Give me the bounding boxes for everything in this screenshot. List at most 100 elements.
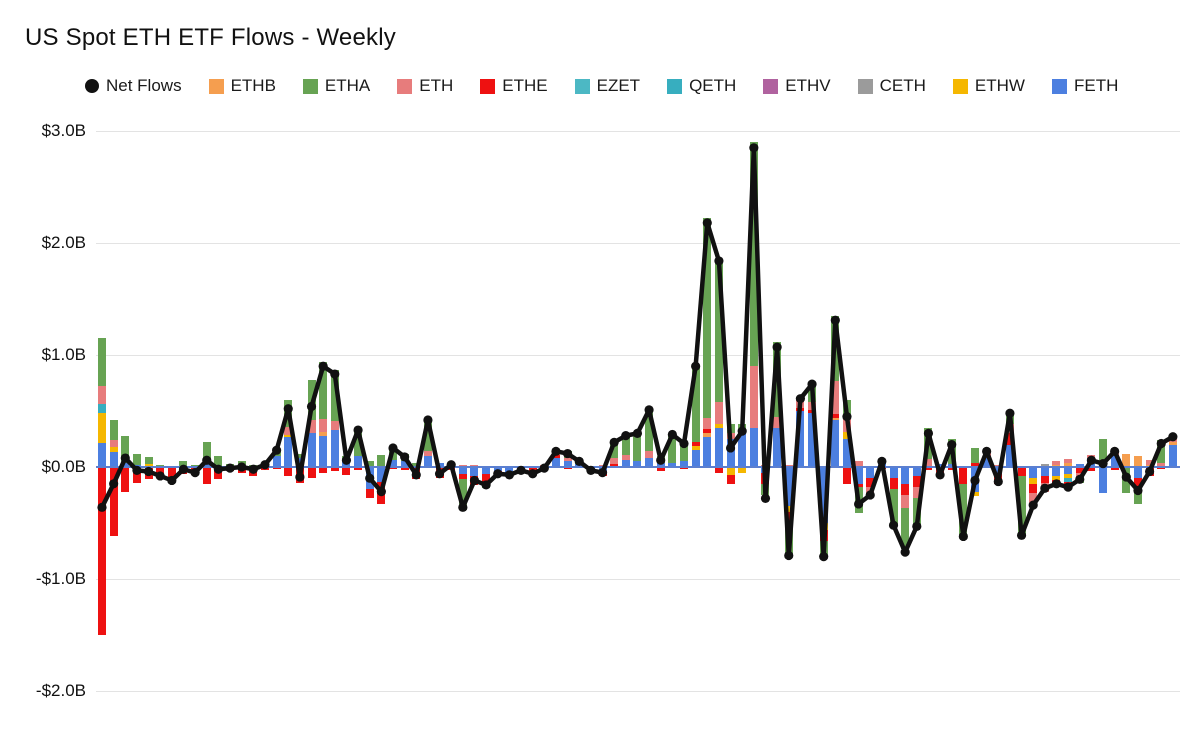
bar-segment-feth: [505, 467, 514, 476]
bar-segment-feth: [1133, 467, 1142, 479]
series-swatch-icon: [302, 78, 318, 94]
bar-segment-etha: [121, 435, 130, 463]
bar-segment-ethe: [365, 489, 374, 499]
bar-segment-ethb: [1122, 453, 1131, 467]
bar-segment-ethe: [109, 467, 118, 537]
bar-segment-eth: [551, 451, 560, 455]
bar-segment-feth: [866, 467, 875, 479]
bar-segment-ethe: [121, 467, 130, 492]
bar-segment-feth: [307, 433, 316, 467]
bar-segment-feth: [1168, 444, 1177, 467]
bar-segment-eth: [1064, 459, 1073, 463]
bar-segment-eth: [1052, 461, 1061, 465]
bar-segment-ethe: [842, 467, 851, 484]
bar-segment-eth: [714, 402, 723, 425]
net-flows-point: [760, 493, 771, 503]
bar-segment-feth: [1040, 467, 1049, 476]
bar-segment-ethe: [98, 467, 106, 635]
bar-segment-etha: [423, 419, 432, 452]
bar-segment-feth: [377, 467, 386, 482]
legend-label: ETHE: [502, 76, 548, 95]
bar-segment-etha: [703, 218, 712, 418]
bar-segment-ethw: [98, 413, 106, 444]
gridline: [96, 130, 1180, 132]
bar-segment-ethe: [284, 467, 293, 476]
bar-segment-etha: [1099, 439, 1108, 467]
y-axis-tick-label: -$2.0B: [35, 681, 86, 700]
bar-segment-feth: [319, 435, 328, 467]
bar-segment-etha: [98, 338, 106, 387]
legend-item-net-flows: Net Flows: [85, 76, 182, 96]
bar-segment-etha: [272, 449, 281, 456]
legend-label: EZET: [596, 76, 641, 95]
series-swatch-icon: [763, 78, 779, 94]
bar-segment-ethe: [1052, 480, 1061, 488]
bar-segment-etha: [819, 540, 828, 558]
bar-segment-ethb: [319, 432, 328, 436]
bar-segment-etha: [842, 399, 851, 417]
bar-segment-ethe: [307, 467, 316, 479]
bar-segment-etha: [901, 508, 910, 549]
bar-segment-etha: [761, 483, 770, 495]
bar-segment-eth: [563, 458, 572, 462]
bar-segment-ethe: [889, 478, 898, 490]
bar-segment-ethe: [167, 467, 176, 481]
bar-segment-ethe: [551, 454, 560, 459]
bar-segment-eth: [1029, 492, 1038, 507]
bar-segment-ethe: [191, 467, 200, 475]
bar-segment-ethe: [249, 467, 258, 476]
bar-segment-eth: [842, 416, 851, 433]
bar-segment-ethe: [726, 474, 735, 484]
gridline: [96, 242, 1180, 244]
bar-segment-eth: [645, 451, 654, 459]
bar-segment-ethe: [214, 467, 223, 480]
bar-segment-feth: [365, 467, 374, 490]
bar-segment-etha: [726, 424, 735, 434]
bar-segment-feth: [458, 467, 467, 474]
series-swatch-icon: [208, 78, 224, 94]
bar-segment-etha: [400, 453, 409, 462]
bar-segment-etha: [854, 487, 863, 513]
bar-segment-eth: [773, 416, 782, 428]
series-swatch-icon: [480, 78, 496, 94]
bar-segment-feth: [1005, 444, 1014, 467]
series-swatch-icon: [857, 78, 873, 94]
legend-item-qeth: QETH: [667, 76, 736, 96]
bar-segment-etha: [482, 484, 491, 489]
bar-segment-eth: [703, 417, 712, 429]
bar-segment-ethw: [971, 491, 979, 497]
bar-segment-ethe: [784, 511, 793, 526]
bar-segment-ethe: [1145, 467, 1154, 476]
bar-segment-eth: [912, 487, 921, 499]
bar-segment-feth: [819, 467, 828, 523]
series-swatch-icon: [1051, 78, 1067, 94]
bar-segment-etha: [808, 383, 817, 403]
bar-segment-ethe: [738, 430, 747, 434]
bar-segment-etha: [144, 456, 153, 464]
legend-label: ETH: [419, 76, 454, 95]
series-swatch-icon: [667, 78, 683, 94]
bar-segment-feth: [749, 427, 758, 467]
bar-segment-eth: [749, 366, 758, 428]
series-swatch-icon: [397, 78, 413, 94]
bar-segment-etha: [342, 455, 351, 462]
bar-segment-etha: [1133, 487, 1142, 504]
bar-segment-etha: [132, 453, 141, 465]
bar-segment-feth: [714, 427, 723, 467]
legend-label: ETHW: [974, 76, 1025, 95]
bar-segment-eth: [307, 419, 316, 434]
bar-segment-feth: [901, 467, 910, 484]
bar-segment-feth: [854, 467, 863, 484]
bar-segment-ethe: [1040, 475, 1049, 483]
bar-segment-eth: [726, 433, 735, 439]
bar-segment-etha: [563, 451, 572, 459]
bar-segment-etha: [295, 453, 304, 459]
chart-legend: Net Flows ETHB ETHA ETH ETHE EZET QETH ETHV CETH…: [85, 76, 1118, 96]
bar-segment-eth: [901, 495, 910, 509]
legend-item-ethv: ETHV: [763, 76, 831, 96]
bar-segment-eth: [423, 451, 432, 456]
legend-label: CETH: [879, 76, 926, 95]
bar-segment-feth: [738, 433, 747, 467]
bar-segment-feth: [808, 413, 817, 467]
bar-segment-feth: [796, 411, 805, 467]
